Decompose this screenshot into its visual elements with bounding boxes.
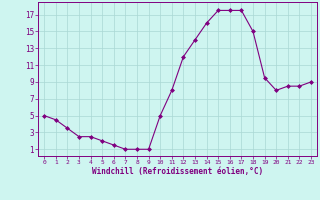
X-axis label: Windchill (Refroidissement éolien,°C): Windchill (Refroidissement éolien,°C)	[92, 167, 263, 176]
